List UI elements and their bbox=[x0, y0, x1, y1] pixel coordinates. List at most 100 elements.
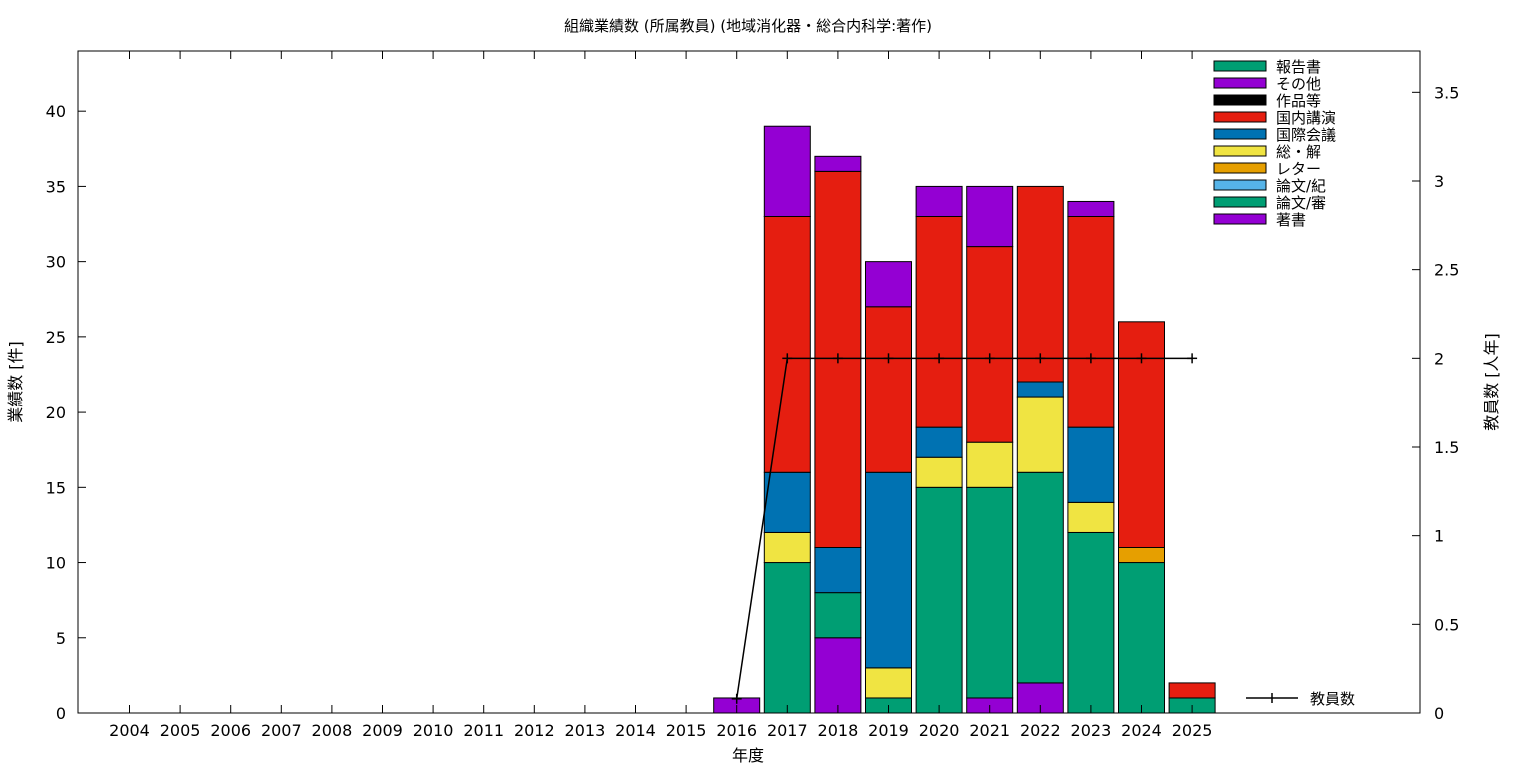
bar-2023-series-6 bbox=[1067, 216, 1115, 428]
bar-2019-series-4 bbox=[865, 667, 912, 699]
bar-2017-series-5 bbox=[763, 471, 811, 533]
bar-2023-series-1 bbox=[1067, 531, 1115, 714]
legend-label-1: その他 bbox=[1276, 75, 1321, 93]
x-tick-label-2023: 2023 bbox=[1071, 721, 1112, 740]
y-tick-label-25: 25 bbox=[46, 328, 66, 347]
x-tick-label-2022: 2022 bbox=[1020, 721, 1061, 740]
line-point-2019 bbox=[883, 353, 894, 364]
line-point-2021 bbox=[984, 353, 995, 364]
plot-frame bbox=[77, 50, 1421, 714]
y-tick-label-30: 30 bbox=[46, 253, 66, 272]
legend-label-6: レター bbox=[1276, 160, 1321, 178]
x-tick-label-2015: 2015 bbox=[666, 721, 707, 740]
bar-2018-series-1 bbox=[814, 592, 862, 639]
x-tick-label-2011: 2011 bbox=[463, 721, 504, 740]
legend-swatch-0 bbox=[1213, 60, 1267, 72]
x-tick-label-2014: 2014 bbox=[615, 721, 656, 740]
bar-2021-series-6 bbox=[966, 246, 1014, 443]
legend-label-4: 国際会議 bbox=[1276, 126, 1336, 144]
y-tick-label-35: 35 bbox=[46, 177, 66, 196]
line-legend-label: 教員数 bbox=[1310, 690, 1355, 708]
bar-2021-series-1 bbox=[966, 486, 1014, 699]
bar-2022-series-5 bbox=[1016, 381, 1064, 398]
x-tick-label-2018: 2018 bbox=[818, 721, 859, 740]
y2-axis-title: 教員数 [人年] bbox=[1482, 333, 1501, 431]
bar-2020-series-6 bbox=[915, 216, 963, 428]
x-tick-label-2004: 2004 bbox=[109, 721, 150, 740]
legend-swatch-1 bbox=[1213, 77, 1267, 89]
y2-tick-label-3: 3 bbox=[1434, 172, 1444, 191]
y2-tick-label-2.5: 2.5 bbox=[1434, 261, 1459, 280]
bars-layer bbox=[713, 125, 1216, 714]
y-tick-label-40: 40 bbox=[46, 102, 66, 121]
bar-2017-series-8 bbox=[763, 125, 811, 217]
x-tick-label-2024: 2024 bbox=[1121, 721, 1162, 740]
x-tick-label-2007: 2007 bbox=[261, 721, 302, 740]
bar-2024-series-3 bbox=[1118, 547, 1165, 564]
x-tick-label-2008: 2008 bbox=[312, 721, 353, 740]
legend-label-7: 論文/紀 bbox=[1276, 177, 1326, 195]
bar-2018-series-0 bbox=[814, 637, 862, 714]
bar-2020-series-8 bbox=[915, 185, 963, 217]
line-point-2018 bbox=[832, 353, 843, 364]
legend-swatch-8 bbox=[1213, 196, 1267, 208]
y-tick-label-0: 0 bbox=[56, 704, 66, 723]
legend-swatch-3 bbox=[1213, 111, 1267, 123]
bar-2024-series-1 bbox=[1118, 562, 1165, 714]
bar-2023-series-4 bbox=[1067, 501, 1115, 533]
legend-label-9: 著書 bbox=[1276, 211, 1306, 229]
legend-label-5: 総・解 bbox=[1276, 143, 1321, 161]
legend-swatch-7 bbox=[1213, 179, 1267, 191]
line-point-2025 bbox=[1187, 353, 1198, 364]
y-axis-title: 業績数 [件] bbox=[6, 341, 25, 423]
bar-2019-series-6 bbox=[865, 306, 912, 473]
legend-swatch-9 bbox=[1213, 213, 1267, 225]
legend-swatch-6 bbox=[1213, 162, 1267, 174]
bar-2021-series-8 bbox=[966, 185, 1014, 248]
x-tick-label-2017: 2017 bbox=[767, 721, 808, 740]
legend-label-0: 報告書 bbox=[1276, 58, 1321, 76]
bar-2023-series-5 bbox=[1067, 426, 1115, 503]
bar-2019-series-8 bbox=[865, 261, 912, 308]
bar-2020-series-1 bbox=[915, 486, 963, 714]
bar-2022-series-6 bbox=[1016, 185, 1064, 383]
y-tick-label-10: 10 bbox=[46, 554, 66, 573]
x-tick-label-2016: 2016 bbox=[716, 721, 757, 740]
bar-2020-series-4 bbox=[915, 456, 963, 488]
bar-2021-series-4 bbox=[966, 441, 1014, 488]
x-axis-title: 年度 bbox=[732, 746, 764, 765]
bar-2020-series-5 bbox=[915, 426, 963, 458]
line-point-2020 bbox=[934, 353, 945, 364]
x-tick-label-2006: 2006 bbox=[210, 721, 251, 740]
x-tick-label-2005: 2005 bbox=[160, 721, 201, 740]
line-point-2022 bbox=[1035, 353, 1046, 364]
bar-2022-series-1 bbox=[1016, 471, 1064, 684]
line-legend: 教員数 bbox=[1246, 690, 1355, 708]
y2-tick-label-1: 1 bbox=[1434, 527, 1444, 546]
y-tick-label-15: 15 bbox=[46, 478, 66, 497]
legend-swatch-4 bbox=[1213, 128, 1267, 140]
y2-tick-label-0: 0 bbox=[1434, 704, 1444, 723]
x-tick-label-2009: 2009 bbox=[362, 721, 403, 740]
legend-label-3: 国内講演 bbox=[1276, 109, 1336, 127]
x-tick-label-2025: 2025 bbox=[1172, 721, 1213, 740]
line-point-2024 bbox=[1136, 353, 1147, 364]
x-tick-label-2019: 2019 bbox=[868, 721, 909, 740]
y2-tick-label-1.5: 1.5 bbox=[1434, 438, 1459, 457]
bar-2018-series-5 bbox=[814, 547, 862, 594]
x-tick-label-2010: 2010 bbox=[413, 721, 454, 740]
x-tick-label-2020: 2020 bbox=[919, 721, 960, 740]
chart-title: 組織業績数 (所属教員) (地域消化器・総合内科学:著作) bbox=[564, 17, 932, 35]
bar-2017-series-6 bbox=[763, 216, 811, 473]
x-tick-label-2021: 2021 bbox=[969, 721, 1010, 740]
y2-tick-label-2: 2 bbox=[1434, 349, 1444, 368]
line-layer bbox=[731, 353, 1198, 704]
legend-swatch-5 bbox=[1213, 145, 1267, 157]
line-point-2016 bbox=[731, 693, 742, 704]
line-point-2017 bbox=[782, 353, 793, 364]
legend-swatch-2 bbox=[1213, 94, 1267, 106]
y-tick-label-20: 20 bbox=[46, 403, 66, 422]
